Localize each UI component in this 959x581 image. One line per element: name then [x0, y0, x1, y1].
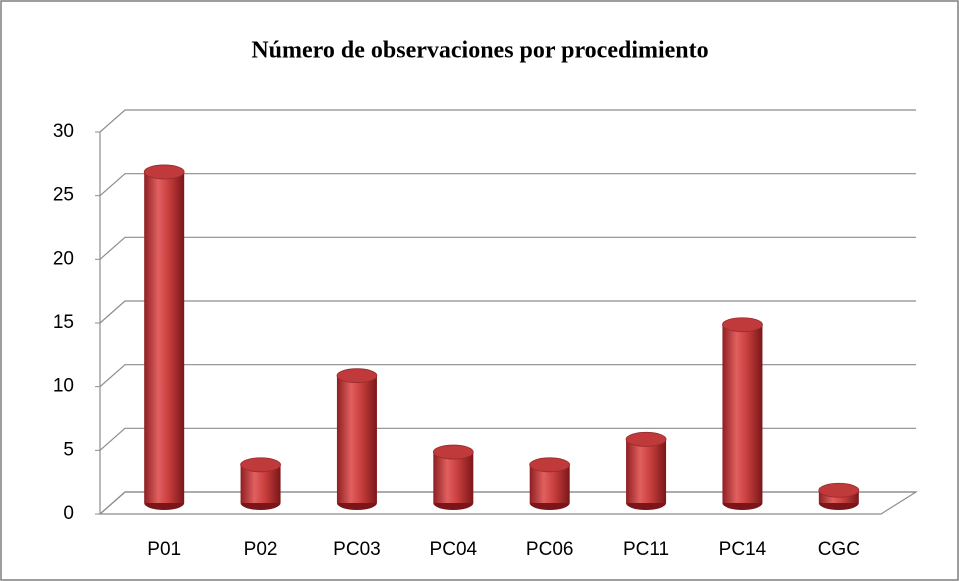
y-tick-label: 10: [53, 376, 74, 397]
x-tick-label: PC14: [719, 539, 767, 560]
grid-line: [99, 236, 916, 260]
grid-line: [99, 364, 916, 388]
bar: [433, 452, 474, 503]
bar: [144, 171, 185, 503]
x-tick-label: CGC: [818, 539, 860, 560]
bar-top: [529, 457, 571, 473]
bar-top: [336, 368, 378, 384]
x-tick-label: P02: [244, 539, 278, 560]
bar-top: [818, 482, 860, 498]
x-tick-label: PC11: [623, 539, 669, 560]
chart-title: Número de observaciones por procedimient…: [251, 38, 708, 64]
bar-top: [722, 317, 763, 333]
y-tick-label: 30: [53, 121, 74, 142]
x-tick-label: PC03: [333, 539, 381, 560]
y-tick-label: 20: [53, 248, 74, 269]
grid-line: [99, 173, 916, 197]
grid-line: [99, 109, 916, 133]
bar: [722, 324, 763, 503]
y-tick-label: 0: [63, 503, 74, 524]
grid-line: [99, 300, 916, 324]
bar: [336, 375, 377, 503]
bar: [626, 439, 667, 503]
bar-top: [143, 164, 185, 180]
bar-top: [625, 431, 667, 447]
y-tick-label: 15: [53, 312, 74, 333]
x-tick-label: PC04: [430, 539, 478, 560]
y-tick-label: 25: [53, 185, 74, 206]
bar-top: [432, 444, 474, 460]
x-tick-label: P01: [147, 539, 181, 560]
y-tick-label: 5: [63, 439, 74, 460]
bar-top: [240, 457, 281, 473]
grid-line: [99, 427, 916, 451]
x-tick-label: PC06: [526, 539, 574, 560]
